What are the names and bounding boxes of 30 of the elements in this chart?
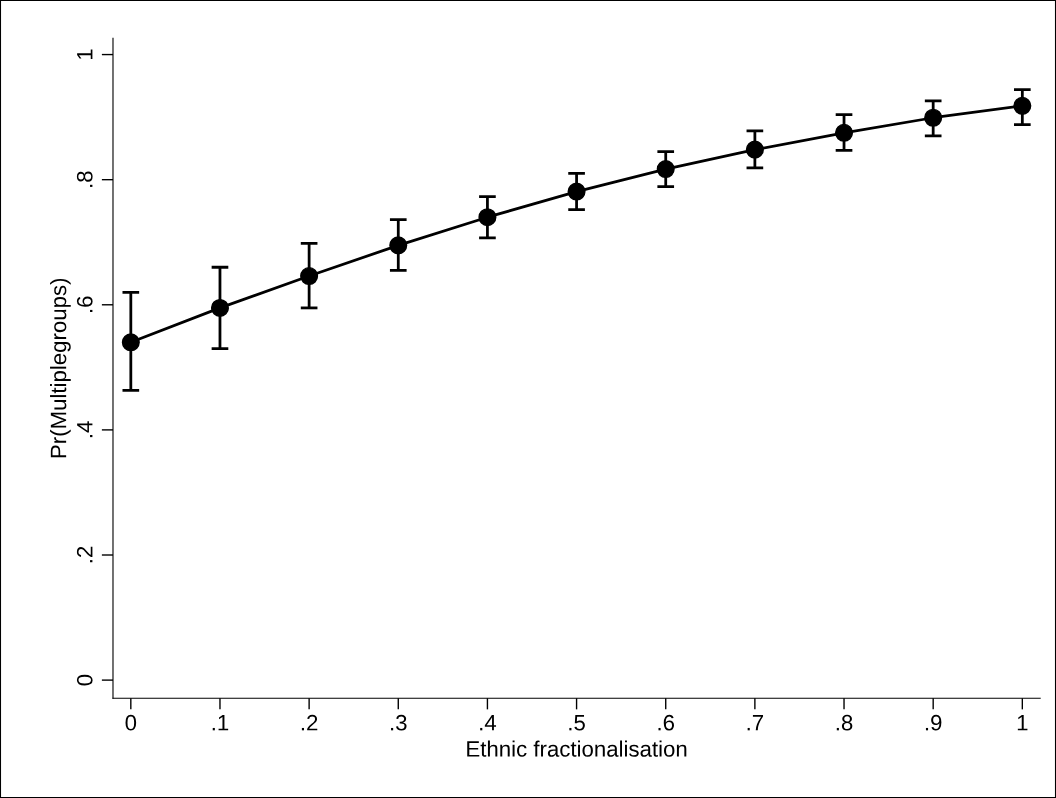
point bbox=[300, 266, 319, 286]
point bbox=[478, 208, 497, 227]
x-tick-label: .5 bbox=[569, 715, 585, 731]
y-tick-label: 1 bbox=[77, 49, 93, 60]
point bbox=[745, 140, 764, 159]
y-axis-title: Pr(Multiplegroups) bbox=[50, 278, 71, 458]
x-tick-label: .4 bbox=[480, 715, 497, 731]
point bbox=[121, 333, 140, 352]
point bbox=[834, 123, 854, 142]
y-tick-label: .2 bbox=[76, 546, 93, 563]
point bbox=[924, 108, 943, 127]
x-axis-title: Ethnic fractionalisation bbox=[467, 740, 687, 757]
x-tick-label: .9 bbox=[925, 714, 942, 731]
y-tick-label: .8 bbox=[76, 171, 93, 187]
x-tick-label: 0 bbox=[125, 714, 137, 731]
point bbox=[210, 298, 230, 317]
x-tick-label: .6 bbox=[658, 714, 675, 731]
point bbox=[567, 182, 586, 201]
y-tick-label: 0 bbox=[76, 674, 93, 686]
point bbox=[1013, 96, 1032, 115]
y-tick-label: .4 bbox=[77, 421, 93, 438]
x-tick-label: .8 bbox=[836, 714, 853, 731]
point bbox=[389, 236, 408, 255]
x-tick-label: 1 bbox=[1017, 715, 1028, 731]
x-tick-label: .2 bbox=[301, 714, 318, 731]
x-tick-label: .1 bbox=[212, 715, 229, 731]
y-tick-label: .6 bbox=[76, 296, 93, 313]
x-tick-label: .3 bbox=[391, 714, 407, 731]
point bbox=[656, 160, 675, 179]
x-tick-label: .7 bbox=[747, 715, 764, 731]
